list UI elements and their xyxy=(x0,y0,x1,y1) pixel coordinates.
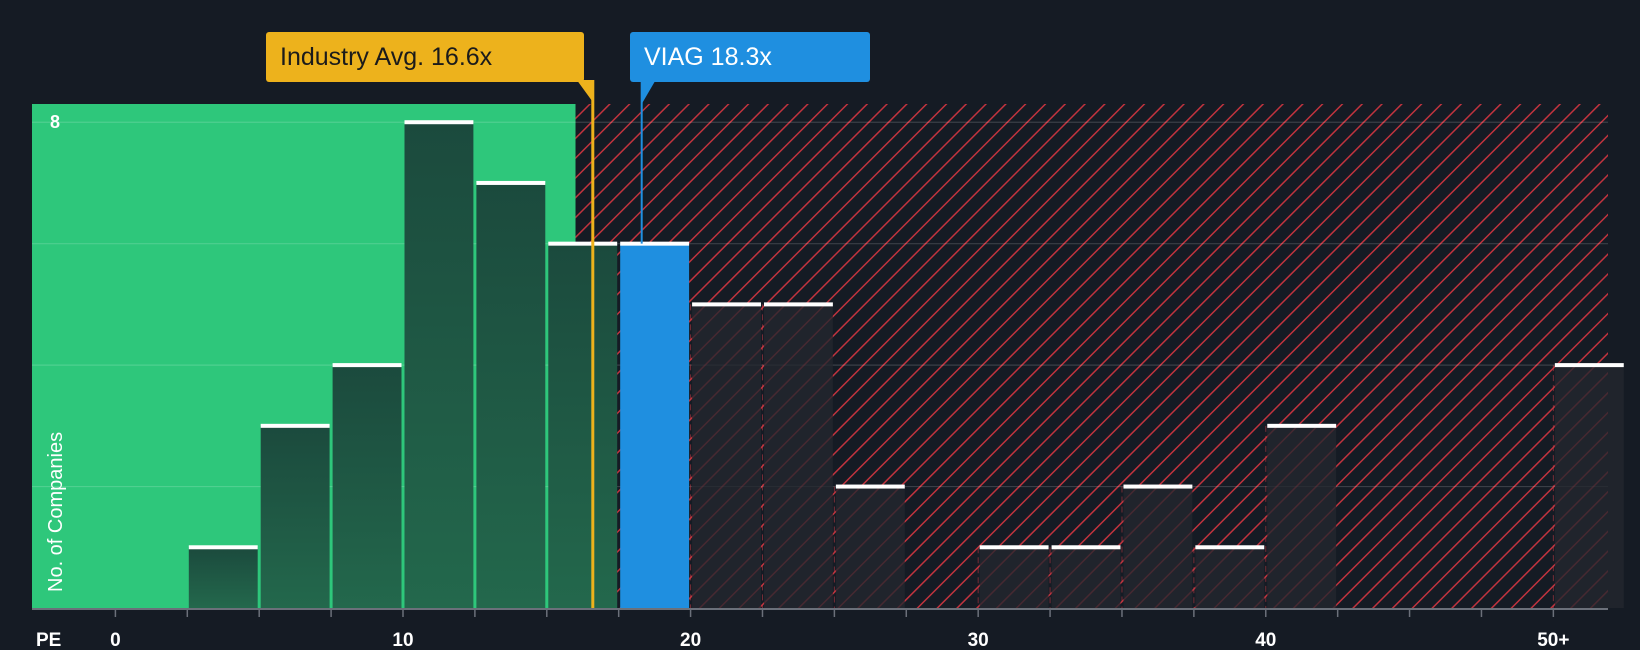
industry-avg-label: Industry Avg. 16.6x xyxy=(280,43,493,71)
y-tick-label-8: 8 xyxy=(50,112,60,132)
bar-cap-9 xyxy=(835,484,905,489)
x-tick-label-30: 30 xyxy=(968,630,989,650)
y-axis-label: No. of Companies xyxy=(45,432,67,592)
bar-cap-8 xyxy=(763,302,833,307)
bar-cap-2 xyxy=(332,363,402,368)
bar-3 xyxy=(404,122,474,609)
bar-cap-7 xyxy=(692,302,761,307)
bar-4 xyxy=(476,182,546,608)
bar-11 xyxy=(979,547,1049,608)
bar-0 xyxy=(188,547,258,608)
company-pe-callout: VIAG 18.3x xyxy=(630,32,870,82)
bar-cap-3 xyxy=(404,120,474,125)
bar-15 xyxy=(1267,425,1337,608)
bar-1 xyxy=(260,425,330,608)
bar-cap-6 xyxy=(620,241,690,246)
bar-cap-14 xyxy=(1195,545,1265,550)
bar-cap-0 xyxy=(188,545,258,550)
bar-cap-1 xyxy=(260,423,330,428)
bar-13 xyxy=(1123,486,1193,608)
bar-19 xyxy=(1554,365,1624,608)
x-tick-label-50: 50+ xyxy=(1537,630,1569,650)
bar-cap-13 xyxy=(1123,484,1193,489)
x-tick-label-10: 10 xyxy=(392,630,413,650)
industry-avg-callout: Industry Avg. 16.6x xyxy=(266,32,584,82)
x-tick-label-40: 40 xyxy=(1255,630,1276,650)
bar-cap-5 xyxy=(548,241,618,246)
company-pe-label: VIAG 18.3x xyxy=(644,43,772,71)
bar-cap-4 xyxy=(476,180,546,185)
x-tick-label-20: 20 xyxy=(680,630,701,650)
bar-7 xyxy=(692,304,761,608)
company-pe-pointer xyxy=(641,80,656,104)
bar-8 xyxy=(763,304,833,608)
bar-14 xyxy=(1195,547,1265,608)
x-axis-label: PE xyxy=(36,630,61,650)
x-tick-label-0: 0 xyxy=(110,630,121,650)
industry-avg-pointer xyxy=(576,80,593,102)
bar-6 xyxy=(620,243,690,608)
bar-2 xyxy=(332,365,402,608)
bar-5 xyxy=(548,243,618,608)
bar-12 xyxy=(1051,547,1121,608)
bar-cap-15 xyxy=(1267,423,1337,428)
bar-cap-19 xyxy=(1554,363,1624,368)
bar-cap-12 xyxy=(1051,545,1121,550)
bar-cap-11 xyxy=(979,545,1049,550)
bar-9 xyxy=(835,486,905,608)
